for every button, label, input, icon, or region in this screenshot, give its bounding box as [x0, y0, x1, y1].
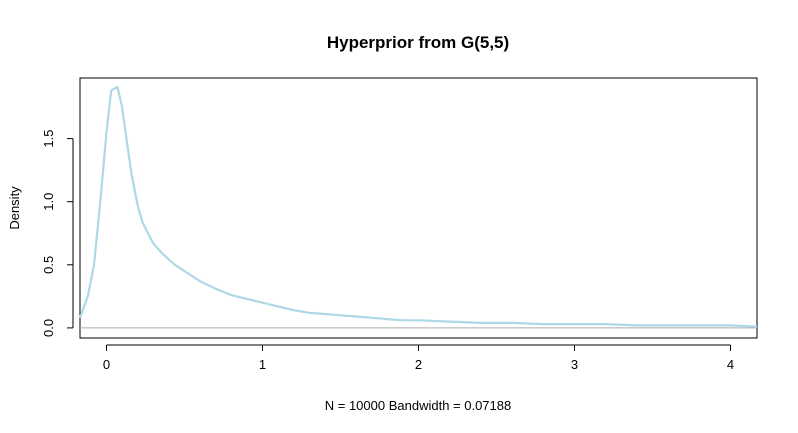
- y-axis: 0.0 0.5 1.0 1.5: [41, 130, 74, 337]
- x-axis: 0 1 2 3 4: [103, 344, 734, 372]
- y-tick-label: 1.5: [41, 130, 56, 148]
- plot-frame: [79, 77, 758, 339]
- y-tick-label: 1.0: [41, 193, 56, 211]
- y-tick-label: 0.0: [41, 319, 56, 337]
- chart-title: Hyperprior from G(5,5): [327, 33, 509, 52]
- x-tick-label: 2: [415, 357, 422, 372]
- x-axis-label: N = 10000 Bandwidth = 0.07188: [325, 398, 511, 413]
- series-layer: [78, 85, 758, 328]
- density-curve: [78, 85, 758, 328]
- y-axis-label: Density: [7, 186, 22, 230]
- x-tick-label: 4: [727, 357, 734, 372]
- x-tick-label: 0: [103, 357, 110, 372]
- y-tick-label: 0.5: [41, 256, 56, 274]
- x-tick-label: 1: [259, 357, 266, 372]
- x-tick-label: 3: [571, 357, 578, 372]
